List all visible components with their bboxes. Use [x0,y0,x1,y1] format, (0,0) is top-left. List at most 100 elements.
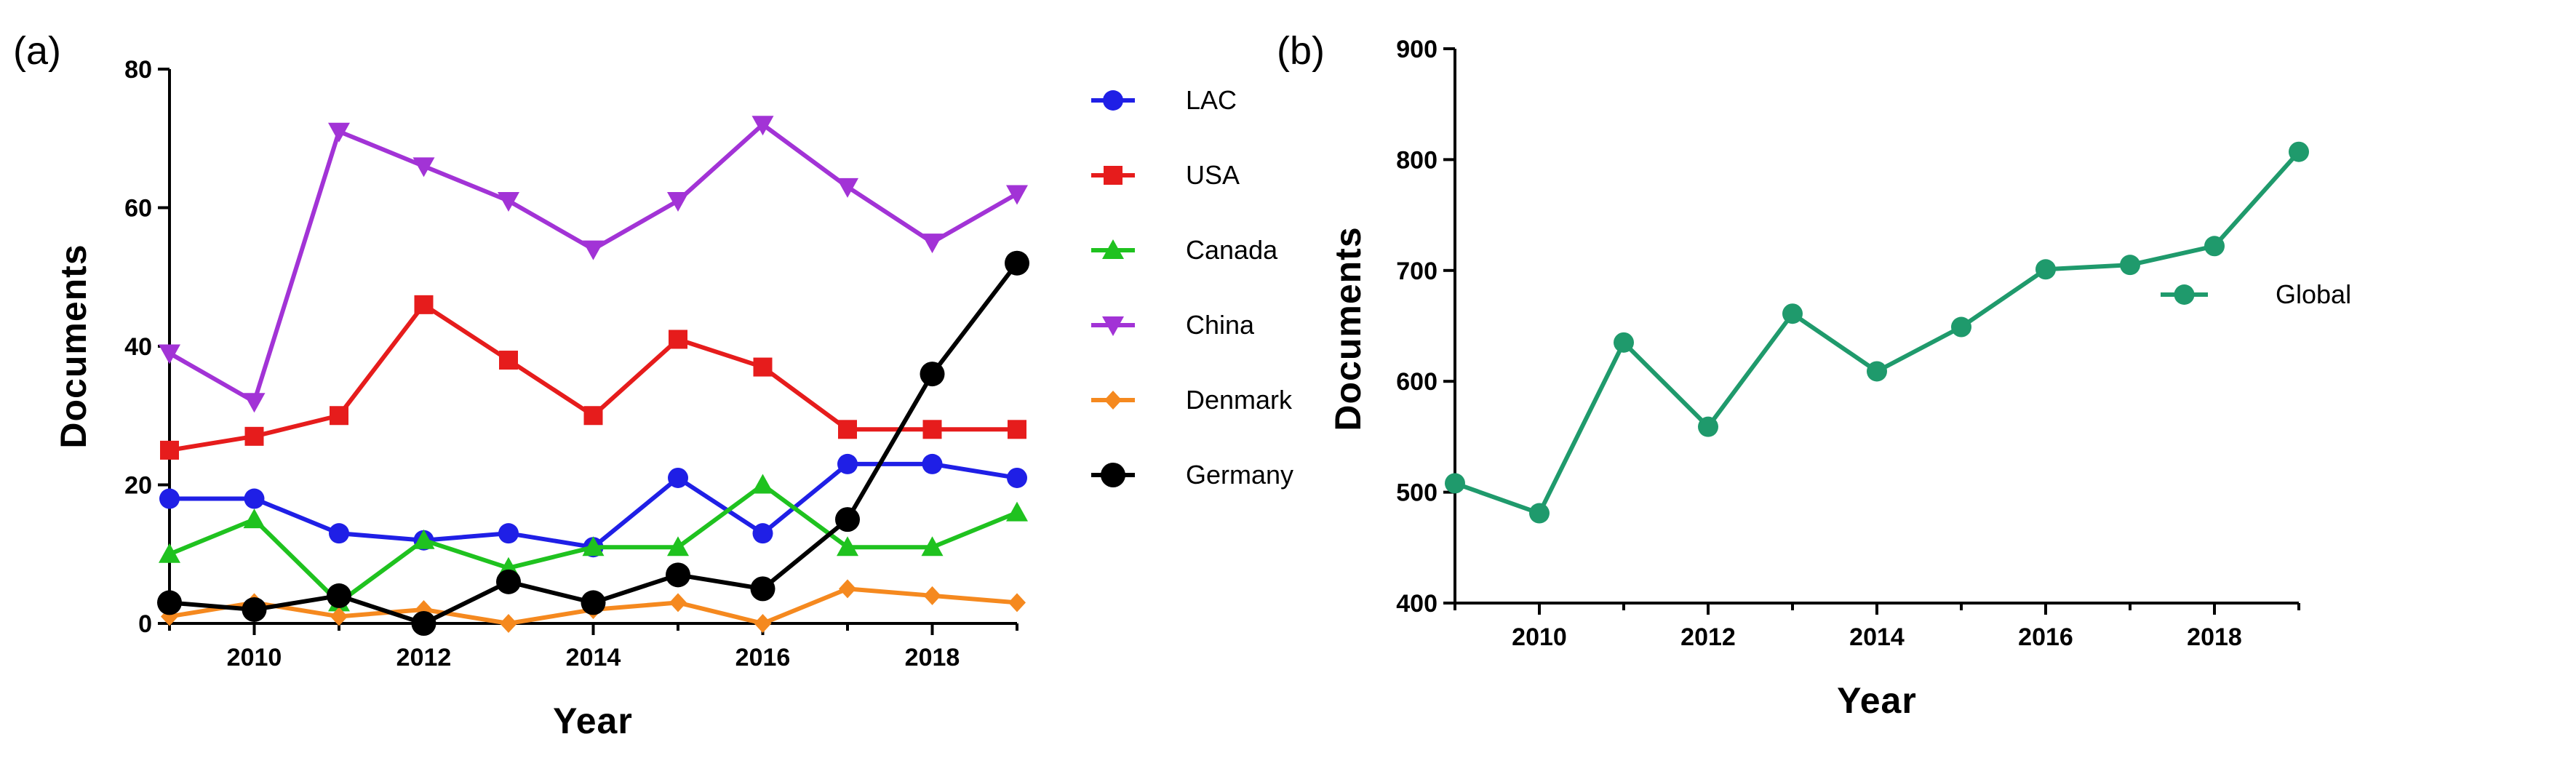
data-point-lac [752,523,773,544]
legend-marker [1102,316,1124,336]
data-point-china [751,116,774,136]
data-point-global [2289,141,2309,162]
series-line-china [168,122,1018,404]
legend-item-china: China [1091,310,1255,340]
y-tick-label: 60 [124,195,152,223]
data-point-lac [159,488,180,509]
data-point-canada [243,508,266,529]
legend-item-lac: LAC [1091,85,1237,115]
data-point-canada [582,536,605,556]
legend-label: USA [1186,160,1240,190]
y-tick-label: 20 [124,472,152,500]
x-tick-label: 2014 [1849,623,1905,651]
legend-label: Global [2276,279,2351,309]
legend-label: Germany [1186,460,1293,490]
chart-panel-b: (b) 400 500 600 700 800 900 2010 2012 2014 2016 201… [1277,29,2351,721]
x-tick-label: 2014 [566,644,621,671]
data-point-usa [499,351,518,370]
data-point-usa [244,426,264,446]
x-tick-label: 2010 [1512,623,1567,651]
data-point-china [243,393,266,413]
y-tick-label: 700 [1396,258,1437,285]
data-point-lac [922,453,943,474]
data-point-germany [157,590,182,615]
data-point-lac [498,523,519,544]
data-point-canada [837,536,858,556]
data-point-china [921,234,944,254]
legend-label: LAC [1186,85,1237,115]
data-point-china [159,344,180,364]
x-axis-title: Year [553,701,633,741]
legend-item-usa: USA [1091,160,1240,190]
data-point-usa [753,357,773,377]
series-line-usa [169,302,1017,452]
data-point-global [1782,303,1803,324]
legend-marker [1104,391,1122,410]
series-china [159,116,1028,413]
data-point-global [1614,332,1634,353]
data-point-usa [922,420,942,439]
y-tick-label: 0 [138,610,152,638]
x-tick-label: 2012 [396,644,452,671]
data-point-china [582,240,605,260]
legend-label: China [1186,310,1255,340]
data-point-denmark [669,593,687,613]
y-tick-label: 40 [124,333,152,361]
data-point-china [412,157,435,177]
data-point-china [837,177,858,198]
x-axis-title: Year [1837,680,1917,721]
data-point-china [667,191,689,212]
data-point-denmark [923,586,941,605]
data-point-canada [412,529,435,549]
data-point-germany [496,569,521,594]
data-point-usa [160,440,179,460]
data-point-germany [411,611,436,636]
chart-panel-a: (a) 0 20 40 60 80 2010 2012 2014 2016 2018 Year Docu… [13,29,1293,741]
data-point-canada [751,474,774,494]
data-point-usa [330,406,348,426]
data-point-denmark [500,614,517,633]
x-tick-label: 2018 [905,644,960,671]
y-axis-title: Documents [1328,226,1368,431]
data-point-global [1867,361,1887,382]
y-tick-label: 400 [1396,590,1437,618]
data-point-canada [921,536,944,556]
data-point-global [1529,503,1550,524]
data-point-china [328,122,350,143]
data-point-china [1006,185,1028,205]
y-tick-label: 900 [1396,36,1437,63]
series-germany [157,250,1029,636]
legend-marker [2174,284,2195,305]
x-tick-label: 2018 [2187,623,2242,651]
data-point-global [1951,316,1971,338]
data-point-usa [838,420,857,439]
legend-item-denmark: Denmark [1091,385,1293,415]
x-tick-label: 2010 [227,644,282,671]
series-usa [160,295,1026,460]
data-point-global [2204,236,2225,257]
legend-label: Canada [1186,235,1278,265]
series-line-lac [170,461,1018,550]
legend-item-global: Global [2161,279,2351,309]
data-point-canada [667,536,689,556]
data-point-denmark [1008,593,1026,613]
data-point-germany [327,583,351,608]
data-point-china [498,191,519,212]
data-point-global [1445,473,1465,494]
legend-marker [1102,239,1124,259]
data-point-germany [920,362,945,387]
legend-marker [1101,463,1125,487]
data-point-usa [414,295,434,314]
data-point-germany [666,562,690,588]
legend-item-canada: Canada [1091,235,1278,265]
data-point-denmark [839,579,856,599]
data-point-denmark [754,614,772,633]
panel-label: (a) [13,29,61,73]
data-point-canada [1006,501,1028,522]
data-point-germany [835,507,860,532]
x-tick-label: 2016 [735,644,791,671]
x-tick-label: 2016 [2018,623,2073,651]
data-point-lac [1007,467,1027,488]
y-tick-label: 500 [1396,479,1437,507]
